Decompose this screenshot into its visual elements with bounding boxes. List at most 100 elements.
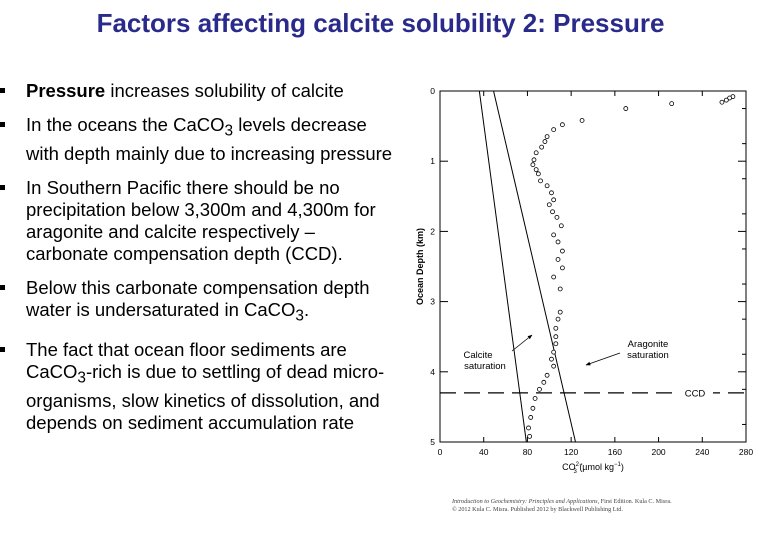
y-tick-label: 5 bbox=[430, 437, 435, 447]
data-point bbox=[723, 97, 729, 103]
data-point bbox=[551, 363, 557, 369]
data-point bbox=[533, 150, 539, 156]
x-tick-label: 120 bbox=[564, 447, 578, 457]
bullet-text: In Southern Pacific there should be no p… bbox=[26, 176, 376, 264]
bullet-text: The fact that ocean floor sediments are … bbox=[26, 339, 347, 383]
bullet-text: levels decrease with depth mainly due to… bbox=[26, 114, 393, 164]
y-tick-label: 1 bbox=[430, 156, 435, 166]
bullet-bold-text: Pressure bbox=[26, 80, 106, 101]
credit-book-title: Introduction to Geochemistry: Principles… bbox=[452, 498, 598, 505]
data-point bbox=[537, 386, 542, 392]
data-point bbox=[551, 197, 557, 203]
data-point bbox=[555, 316, 561, 322]
data-point bbox=[553, 341, 559, 347]
x-tick-label: 40 bbox=[479, 447, 489, 457]
plot-frame bbox=[439, 90, 747, 443]
aragonite-label-line1: Aragonite bbox=[628, 339, 669, 350]
credit-line-1: Introduction to Geochemistry: Principles… bbox=[452, 498, 752, 506]
x-tick-label: 280 bbox=[739, 447, 753, 457]
depth-profile-chart: 0 40 80 120 160 200 240 280 0 1 2 3 4 5 Ocean Depth (… bbox=[415, 86, 753, 475]
x-axis-label-sup: 2− bbox=[576, 462, 583, 468]
x-axis-label-sub: 3 bbox=[573, 469, 577, 475]
aragonite-label-line2: saturation bbox=[627, 350, 669, 361]
data-point bbox=[553, 334, 559, 340]
data-point bbox=[528, 415, 534, 420]
data-point bbox=[531, 157, 537, 163]
data-point bbox=[551, 274, 557, 280]
data-point bbox=[551, 232, 557, 238]
data-point bbox=[555, 257, 561, 262]
data-point bbox=[559, 248, 565, 254]
data-point bbox=[553, 325, 559, 331]
calcite-arrow bbox=[511, 334, 533, 352]
data-point bbox=[527, 433, 533, 439]
bullet-text: increases solubility of calcite bbox=[105, 80, 344, 101]
bullet-dot bbox=[0, 284, 5, 290]
x-axis-label-end: ) bbox=[621, 462, 624, 472]
calcite-saturation-line bbox=[478, 90, 527, 443]
bullet-item: The fact that ocean floor sediments are … bbox=[0, 339, 400, 434]
data-point bbox=[530, 405, 536, 411]
curves bbox=[440, 90, 746, 443]
x-tick-label: 200 bbox=[651, 447, 665, 457]
data-point bbox=[669, 101, 675, 107]
data-point bbox=[555, 239, 561, 245]
data-point bbox=[549, 356, 554, 362]
x-axis-label: CO2− 3 (µmol kg−1) bbox=[562, 462, 624, 475]
data-point bbox=[623, 106, 629, 111]
data-point bbox=[559, 265, 565, 271]
bullet-text: Below this carbonate compensation depth … bbox=[26, 276, 370, 320]
data-point bbox=[559, 122, 565, 128]
data-point bbox=[535, 171, 541, 177]
data-point bbox=[550, 209, 555, 215]
data-point bbox=[557, 309, 563, 315]
data-point bbox=[544, 134, 550, 140]
y-tick-label: 2 bbox=[430, 226, 435, 236]
data-point bbox=[530, 162, 536, 168]
bullet-item: In the oceans the CaCO3 levels decrease … bbox=[0, 114, 400, 165]
bullet-item: Below this carbonate compensation depth … bbox=[0, 277, 400, 328]
subscript: 3 bbox=[77, 370, 86, 388]
data-point bbox=[533, 167, 539, 173]
bullet-text: In the oceans the CaCO bbox=[26, 114, 225, 135]
data-point bbox=[554, 214, 560, 220]
ccd-label-backdrop bbox=[677, 385, 713, 399]
data-point bbox=[541, 379, 547, 385]
data-point bbox=[532, 396, 538, 401]
subscript: 3 bbox=[224, 122, 234, 140]
x-axis-label-main: CO bbox=[562, 462, 576, 472]
credit-line-2: © 2012 Kula C. Misra. Published 2012 by … bbox=[452, 506, 623, 513]
data-point bbox=[579, 118, 585, 123]
x-tick-label: 240 bbox=[695, 447, 709, 457]
bullet-list: Pressure increases solubility of calcite… bbox=[0, 80, 400, 446]
data-point bbox=[558, 223, 564, 229]
bullet-item: Pressure increases solubility of calcite bbox=[0, 80, 400, 102]
data-point bbox=[544, 372, 550, 378]
y-axis-label: Ocean Depth (km) bbox=[415, 228, 425, 305]
calcite-label-line1: Calcite bbox=[463, 350, 492, 361]
data-point bbox=[526, 425, 531, 431]
aragonite-saturation-line bbox=[493, 90, 577, 443]
bullet-dot bbox=[0, 184, 5, 190]
y-tick-label: 0 bbox=[430, 86, 435, 96]
aragonite-arrow bbox=[585, 352, 621, 366]
bullet-item: In Southern Pacific there should be no p… bbox=[0, 177, 400, 265]
slide-title: Factors affecting calcite solubility 2: … bbox=[96, 8, 665, 38]
data-point bbox=[546, 202, 552, 208]
credit-edition: , First Edition. Kula C. Misra. bbox=[597, 498, 672, 505]
bullet-text: -rich is due to settling of dead micro-o… bbox=[26, 361, 385, 434]
y-tick-label: 4 bbox=[430, 367, 435, 377]
data-point bbox=[544, 183, 550, 189]
x-tick-label: 0 bbox=[438, 447, 443, 457]
data-point bbox=[538, 178, 543, 184]
data-point bbox=[539, 144, 545, 150]
data-point bbox=[719, 99, 725, 105]
data-point bbox=[551, 127, 557, 133]
subscript: 3 bbox=[295, 307, 304, 325]
bullet-dot bbox=[0, 347, 5, 353]
y-tick-label: 3 bbox=[430, 297, 435, 307]
x-axis-label-unit: (µmol kg bbox=[577, 462, 614, 472]
x-axis-label-unit-sup: −1 bbox=[614, 462, 622, 468]
data-point bbox=[542, 139, 548, 144]
x-tick-label: 80 bbox=[523, 447, 533, 457]
